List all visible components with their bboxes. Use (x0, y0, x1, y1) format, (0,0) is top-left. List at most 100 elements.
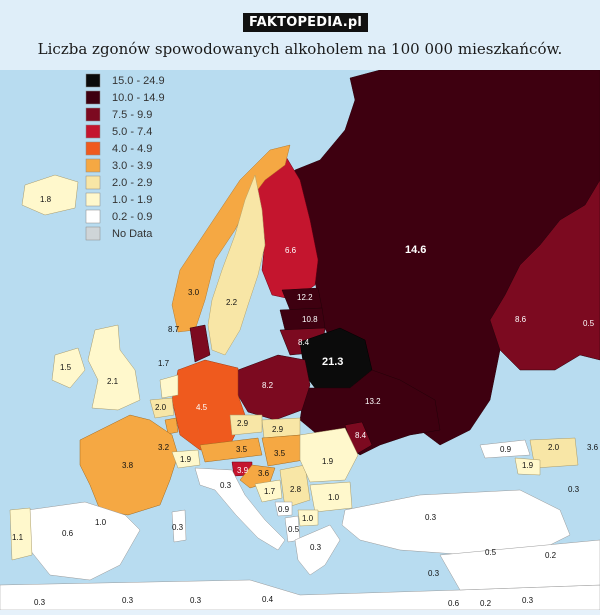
legend-label: 1.0 - 1.9 (112, 194, 152, 206)
label-poland: 8.2 (262, 381, 274, 390)
value-labels: 1.8 3.0 2.2 6.6 14.6 8.6 0.5 12.2 10.8 8… (12, 195, 599, 608)
label-africa-ne2: 0.2 (480, 599, 492, 608)
label-slovakia: 2.9 (272, 425, 284, 434)
region-greece (294, 524, 341, 576)
label-spain: 1.0 (95, 518, 107, 527)
label-syria: 0.5 (485, 548, 497, 557)
region-denmark (189, 324, 211, 363)
label-denmark: 8.7 (168, 325, 180, 334)
legend-swatch (85, 158, 101, 173)
region-luxembourg (164, 417, 179, 435)
label-bosnia: 1.7 (264, 487, 276, 496)
label-norway: 3.0 (188, 288, 200, 297)
label-latvia: 10.8 (302, 315, 318, 324)
label-uk: 2.1 (107, 377, 119, 386)
region-france (79, 414, 179, 516)
legend-swatch (85, 175, 101, 190)
label-caspian-edge: 3.6 (587, 443, 599, 452)
legend-swatch (85, 192, 101, 207)
region-azerbaijan (529, 437, 579, 469)
label-lithuania: 8.4 (298, 338, 310, 347)
label-france: 3.8 (122, 461, 134, 470)
page-title: Liczba zgonów spowodowanych alkoholem na… (37, 40, 563, 58)
region-czechia (229, 414, 263, 436)
label-hungary: 3.5 (274, 449, 286, 458)
label-portugal: 1.1 (12, 533, 24, 542)
label-greece: 0.3 (310, 543, 322, 552)
region-norway (171, 144, 291, 333)
label-kazakhstan: 8.6 (515, 315, 527, 324)
label-switzerland: 1.9 (180, 455, 192, 464)
label-bulgaria: 1.0 (328, 493, 340, 502)
region-sweden (207, 174, 266, 356)
label-ukraine: 13.2 (365, 397, 381, 406)
label-sardinia: 0.3 (172, 523, 184, 532)
label-africa-ne3: 0.3 (522, 596, 534, 605)
label-belarus: 21.3 (322, 356, 343, 368)
label-africa-m: 0.3 (122, 596, 134, 605)
region-montenegro (274, 501, 293, 517)
label-turkey-east: 0.3 (568, 485, 580, 494)
label-montenegro: 0.9 (278, 505, 290, 514)
map: 15.0 - 24.9 10.0 - 14.9 7.5 - 9.9 5.0 - 7.4… (0, 69, 600, 611)
region-spain (27, 501, 141, 581)
brand-logo[interactable]: FAKTOPEDIA.pl (243, 13, 369, 32)
region-armenia (514, 457, 541, 476)
legend-label: 10.0 - 14.9 (112, 92, 165, 104)
label-portugal-south: 0.6 (62, 529, 74, 538)
region-middle-east (439, 539, 600, 591)
label-netherlands: 1.7 (158, 359, 170, 368)
legend-swatch (85, 90, 101, 105)
region-germany (171, 359, 246, 451)
label-italy: 0.3 (220, 481, 232, 490)
region-portugal (9, 507, 33, 561)
region-iceland (21, 174, 79, 216)
region-italy (194, 467, 286, 551)
region-georgia (479, 439, 531, 459)
label-africa-ne1: 0.6 (448, 599, 460, 608)
region-poland (235, 354, 311, 421)
label-serbia: 2.8 (290, 485, 302, 494)
legend-swatch (85, 226, 101, 241)
region-austria (199, 437, 263, 463)
legend-swatch (85, 141, 101, 156)
header: FAKTOPEDIA.pl Liczba zgonów spowodowanyc… (0, 0, 600, 70)
region-romania (299, 427, 359, 483)
region-bosnia (254, 479, 283, 503)
label-malta: 0.4 (262, 595, 274, 604)
label-slovenia: 3.9 (237, 466, 249, 475)
label-africa-w: 0.3 (34, 598, 46, 607)
label-sweden: 2.2 (226, 298, 238, 307)
label-austria: 3.5 (236, 445, 248, 454)
region-macedonia (297, 509, 319, 527)
label-finland: 6.6 (285, 246, 297, 255)
europe-map-svg: 15.0 - 24.9 10.0 - 14.9 7.5 - 9.9 5.0 - 7.4… (0, 69, 600, 611)
legend-label: 7.5 - 9.9 (112, 109, 152, 121)
legend: 15.0 - 24.9 10.0 - 14.9 7.5 - 9.9 5.0 - 7.4… (85, 73, 165, 241)
legend-swatch (85, 73, 101, 88)
label-moldova: 8.4 (355, 431, 367, 440)
legend-label: 5.0 - 7.4 (112, 126, 152, 138)
region-belgium (149, 397, 175, 419)
region-uk (87, 324, 141, 411)
region-switzerland (171, 449, 201, 469)
label-croatia: 3.6 (258, 469, 270, 478)
legend-label: 15.0 - 24.9 (112, 75, 165, 87)
region-serbia (279, 464, 311, 509)
label-ireland: 1.5 (60, 363, 72, 372)
region-netherlands (159, 374, 179, 399)
label-estonia: 12.2 (297, 293, 313, 302)
label-albania: 0.5 (288, 525, 300, 534)
label-east-edge: 0.5 (583, 319, 595, 328)
label-iraq: 0.2 (545, 551, 557, 560)
label-romania: 1.9 (322, 457, 334, 466)
label-turkey: 0.3 (425, 513, 437, 522)
legend-swatch (85, 124, 101, 139)
label-macedonia: 1.0 (302, 514, 314, 523)
label-belgium: 2.0 (155, 403, 167, 412)
region-kazakhstan (489, 179, 600, 371)
legend-label: 2.0 - 2.9 (112, 177, 152, 189)
region-bulgaria (309, 481, 353, 513)
label-azerbaijan: 2.0 (548, 443, 560, 452)
legend-label: 0.2 - 0.9 (112, 211, 152, 223)
